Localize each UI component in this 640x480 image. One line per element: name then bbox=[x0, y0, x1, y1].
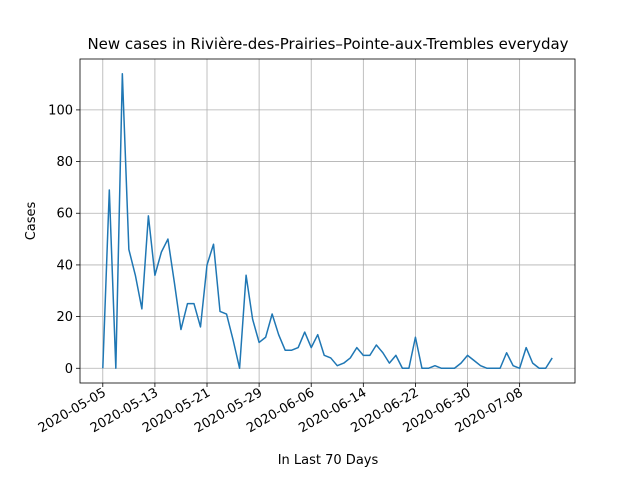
y-tick-label: 100 bbox=[48, 103, 73, 118]
plot-frame bbox=[79, 58, 576, 384]
y-tick-label: 20 bbox=[56, 310, 73, 325]
y-tick-label: 40 bbox=[56, 258, 73, 273]
chart-title: New cases in Rivière-des-Prairies–Pointe… bbox=[87, 35, 568, 53]
y-tick-label: 0 bbox=[65, 362, 73, 377]
y-tick-label: 80 bbox=[56, 155, 73, 170]
data-line bbox=[102, 72, 553, 370]
y-tick-label: 60 bbox=[56, 207, 73, 222]
x-axis-label: In Last 70 Days bbox=[278, 453, 379, 468]
y-axis-label: Cases bbox=[24, 201, 39, 240]
